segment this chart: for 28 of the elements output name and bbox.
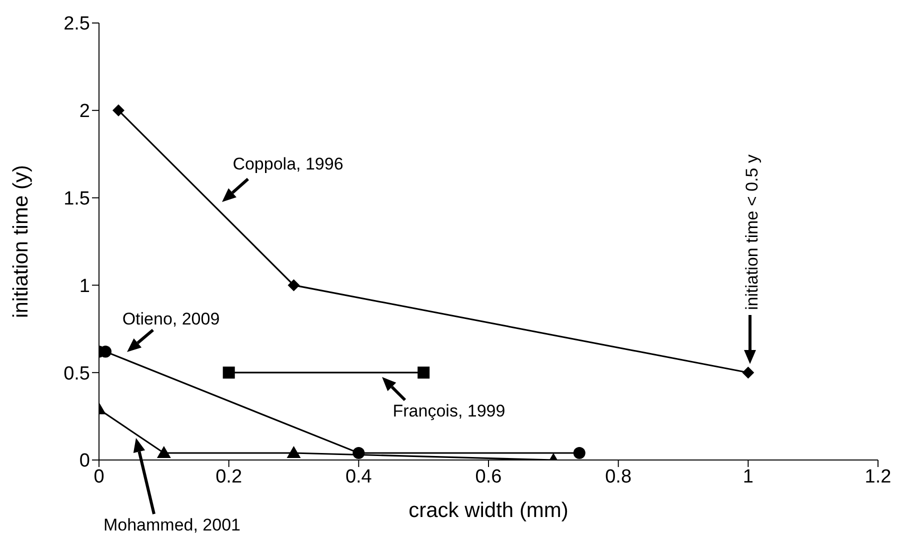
x-tick-label: 0.2 — [216, 466, 242, 488]
text: Mohammed, 2001 — [103, 516, 241, 534]
y-tick-label: 2.5 — [64, 14, 90, 35]
point — [288, 279, 300, 292]
x-tick-label: 1 — [742, 466, 754, 488]
point — [742, 366, 754, 379]
y-tick-label: 0.5 — [64, 363, 90, 384]
x-tick-label: 0.8 — [605, 466, 632, 488]
annotation: initiation time < 0.5 y — [742, 154, 762, 310]
x-tick-label: 1.2 — [864, 466, 892, 488]
x-tick-label: 0 — [94, 466, 104, 488]
x-tick-label: 0.6 — [475, 466, 502, 488]
annotation: François, 1999 — [392, 402, 506, 420]
point — [112, 104, 124, 116]
annotation: Coppola, 1996 — [232, 154, 344, 174]
point — [418, 366, 430, 379]
y-tick-label: 1.5 — [64, 188, 90, 210]
x-tick-label: 0.4 — [345, 466, 372, 488]
y-axis-title: initiation time (y) — [9, 165, 32, 318]
y-tick-label: 1 — [79, 276, 90, 297]
point — [222, 366, 235, 379]
y-tick-label: 0 — [79, 450, 90, 472]
y-tick-label: 2 — [79, 101, 90, 122]
x-axis-title: crack width (mm) — [408, 499, 568, 522]
point — [286, 446, 301, 458]
point — [573, 447, 586, 460]
point — [156, 446, 171, 458]
annotation: Otieno, 2009 — [122, 310, 220, 328]
